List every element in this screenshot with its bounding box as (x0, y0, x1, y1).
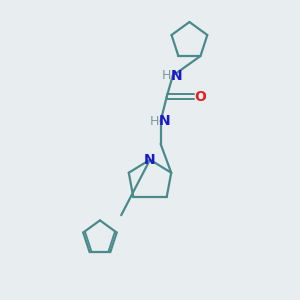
Text: N: N (158, 114, 170, 128)
Text: O: O (194, 90, 206, 104)
Text: N: N (144, 153, 156, 167)
Text: N: N (171, 69, 182, 83)
Text: H: H (161, 69, 171, 82)
Text: H: H (149, 115, 159, 128)
